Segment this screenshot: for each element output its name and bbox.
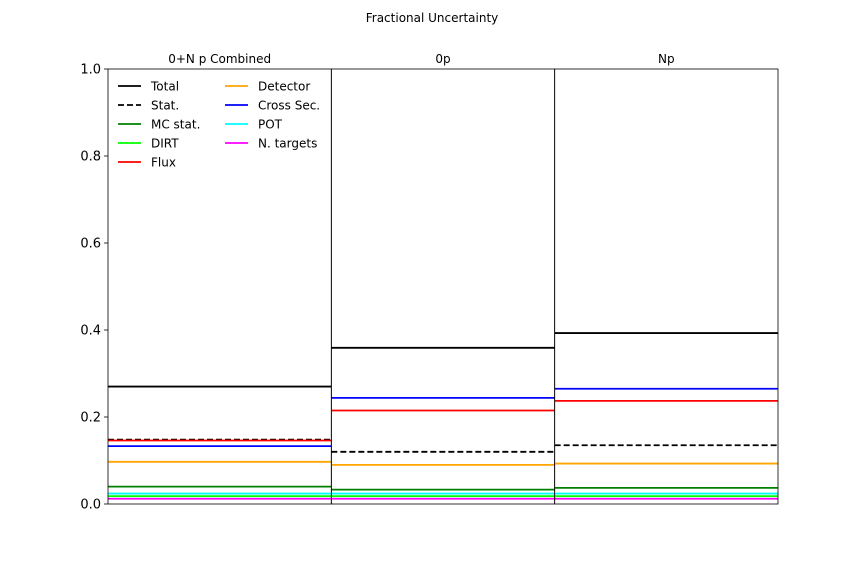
y-axis: 0.0 0.2 0.4 0.6 0.8 1.0 [80, 63, 108, 513]
panel-title: 0+N p Combined [168, 52, 271, 66]
panel-1: 0p [330, 52, 556, 505]
legend-label: Stat. [151, 99, 179, 113]
y-tick-label: 0.2 [80, 411, 101, 426]
y-tick-label: 0.8 [80, 150, 101, 165]
legend-label: POT [258, 118, 283, 132]
legend-label: DIRT [151, 137, 179, 151]
panels: 0+N p Combined 0p Np [107, 52, 779, 505]
legend-item: DIRT [118, 137, 179, 151]
panel-frame [330, 68, 556, 505]
panel-title: Np [658, 52, 675, 66]
panel-0: 0+N p Combined [107, 52, 332, 505]
legend: Total Stat. MC stat. DIRT Flux Detector Cross … [118, 80, 320, 170]
y-tick-label: 0.6 [80, 237, 101, 252]
legend-label: Total [150, 80, 179, 94]
legend-item: N. targets [225, 137, 317, 151]
legend-label: Flux [151, 156, 176, 170]
legend-item: POT [225, 118, 283, 132]
legend-item: Cross Sec. [225, 99, 320, 113]
y-tick-label: 0.0 [80, 498, 101, 513]
panel-2: Np [554, 52, 779, 505]
legend-item: Detector [225, 80, 310, 94]
y-tick-label: 0.4 [80, 324, 101, 339]
legend-item: Flux [118, 156, 176, 170]
panel-frame [554, 68, 779, 505]
legend-label: N. targets [258, 137, 317, 151]
chart-title: Fractional Uncertainty [366, 11, 499, 25]
panel-title: 0p [435, 52, 450, 66]
y-tick-label: 1.0 [80, 63, 101, 78]
legend-label: MC stat. [151, 118, 200, 132]
legend-label: Cross Sec. [258, 99, 320, 113]
legend-item: Stat. [118, 99, 179, 113]
legend-item: MC stat. [118, 118, 200, 132]
legend-label: Detector [258, 80, 310, 94]
legend-item: Total [118, 80, 179, 94]
